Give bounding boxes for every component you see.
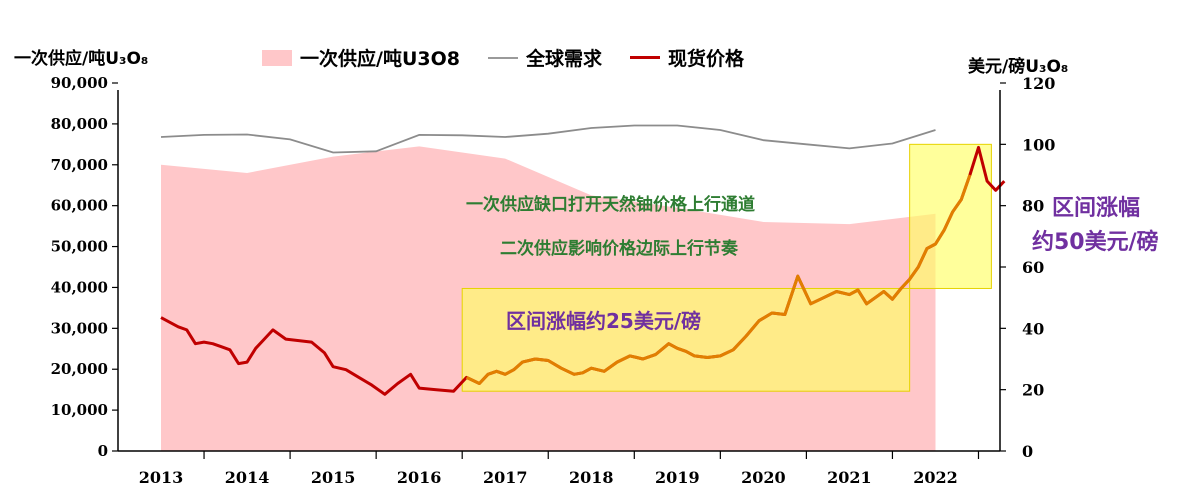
annotation-box2-rise-line1: 区间涨幅 <box>1052 196 1141 221</box>
x-tick-label: 2019 <box>655 468 700 487</box>
right-tick-label: 60 <box>1022 258 1044 277</box>
legend-label-demand: 全球需求 <box>525 48 602 70</box>
left-tick-label: 20,000 <box>51 360 108 378</box>
left-tick-label: 60,000 <box>51 197 108 215</box>
x-tick-label: 2021 <box>827 468 872 487</box>
right-tick-label: 40 <box>1022 319 1044 338</box>
left-tick-label: 30,000 <box>51 319 108 337</box>
x-tick-label: 2018 <box>569 468 614 487</box>
price-line-highlight <box>465 174 972 385</box>
annotation-secondary-supply: 二次供应影响价格边际上行节奏 <box>500 239 738 259</box>
right-tick-label: 20 <box>1022 381 1044 400</box>
legend-swatch-price <box>629 56 660 59</box>
right-axis-title: 美元/磅U₃O₈ <box>968 57 1069 77</box>
axis-layer: 90,000 80,000 70,000 60,000 50,000 40,000 30,0… <box>51 74 1056 487</box>
demand-line <box>160 124 936 154</box>
left-tick-label: 50,000 <box>51 238 108 256</box>
annotation-box1-rise: 区间涨幅约25美元/磅 <box>506 309 702 333</box>
legend-item-supply: 一次供应/吨U3O8 <box>262 44 460 71</box>
x-tick-label: 2016 <box>397 468 442 487</box>
x-tick-label: 2015 <box>311 468 356 487</box>
legend-item-demand: 全球需求 <box>487 44 602 71</box>
left-tick-label: 70,000 <box>51 156 108 174</box>
highlight-box-2016-2021 <box>461 287 911 392</box>
x-tick-label: 2022 <box>913 468 958 487</box>
right-tick-label: 80 <box>1022 197 1044 216</box>
x-tick-label: 2017 <box>483 468 528 487</box>
x-tick-label: 2014 <box>225 468 270 487</box>
legend-swatch-supply <box>262 49 292 66</box>
chart-legend: 一次供应/吨U3O8 全球需求 现货价格 <box>262 44 772 71</box>
legend-swatch-demand <box>487 56 518 59</box>
x-tick-label: 2013 <box>139 468 184 487</box>
left-tick-label: 10,000 <box>51 401 108 419</box>
right-tick-label: 100 <box>1022 135 1055 154</box>
annotation-box2-rise-line2: 约50美元/磅 <box>1032 230 1159 255</box>
legend-label-price: 现货价格 <box>667 48 744 70</box>
x-tick-label: 2020 <box>741 468 786 487</box>
right-tick-label: 120 <box>1022 74 1055 93</box>
left-axis-title: 一次供应/吨U₃O₈ <box>14 49 149 69</box>
left-tick-label: 40,000 <box>51 278 108 296</box>
left-tick-label: 80,000 <box>51 115 108 133</box>
left-tick-label: 0 <box>98 442 108 460</box>
legend-item-price: 现货价格 <box>629 44 744 71</box>
right-tick-label: 0 <box>1022 442 1033 461</box>
left-tick-label: 90,000 <box>51 74 108 92</box>
highlight-box-2021-2022 <box>909 143 992 289</box>
annotation-supply-gap: 一次供应缺口打开天然铀价格上行通道 <box>466 195 755 215</box>
legend-label-supply: 一次供应/吨U3O8 <box>300 48 460 70</box>
series-line-layer <box>160 124 1006 396</box>
highlight-box-layer <box>461 143 992 392</box>
